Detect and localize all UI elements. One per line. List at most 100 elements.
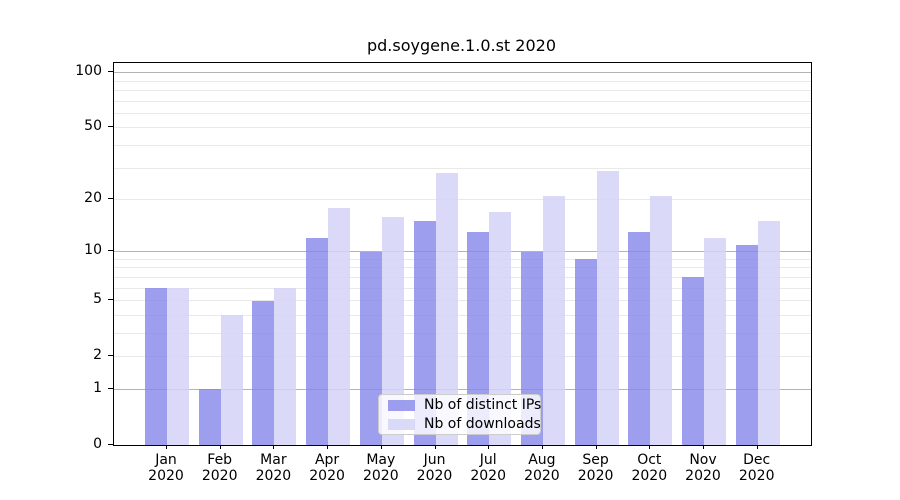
xtick-year: 2020 bbox=[685, 468, 721, 484]
gridline-minor-4 bbox=[114, 314, 811, 316]
xtick-year: 2020 bbox=[577, 468, 614, 484]
xtick-year: 2020 bbox=[148, 468, 184, 484]
xtick-label-dec: Dec 2020 bbox=[721, 452, 793, 484]
bar-downloads-jan bbox=[167, 288, 189, 445]
gridline-minor-8 bbox=[114, 267, 811, 269]
xtick-mark-jul bbox=[488, 445, 490, 449]
xtick-year: 2020 bbox=[631, 468, 668, 484]
gridline-minor-2 bbox=[114, 355, 811, 357]
xtick-label-feb: Feb 2020 bbox=[184, 452, 256, 484]
xtick-month: Dec bbox=[743, 452, 771, 468]
bar-downloads-sep bbox=[596, 170, 619, 445]
gridline-major-1 bbox=[114, 388, 811, 390]
ytick-mark-5 bbox=[108, 298, 113, 300]
xtick-month: Jun bbox=[423, 452, 446, 468]
xtick-mark-dec bbox=[756, 445, 758, 449]
xtick-mark-may bbox=[380, 445, 382, 449]
xtick-year: 2020 bbox=[309, 468, 345, 484]
xtick-month: Oct bbox=[637, 452, 662, 468]
gridline-minor-7 bbox=[114, 276, 811, 278]
legend-entry-distinct-ips: Nb of distinct IPs bbox=[388, 397, 542, 413]
xtick-mark-mar bbox=[273, 445, 275, 449]
gridline-minor-20 bbox=[114, 198, 811, 200]
xtick-month: Jan bbox=[155, 452, 177, 468]
bar-ips-jul bbox=[467, 232, 490, 445]
bar-downloads-feb bbox=[220, 315, 243, 445]
ytick-label-5: 5 bbox=[93, 290, 102, 307]
gridline-minor-90 bbox=[114, 80, 811, 82]
bar-ips-may bbox=[359, 251, 382, 445]
bar-downloads-jun bbox=[435, 173, 458, 445]
legend-label-downloads: Nb of downloads bbox=[424, 416, 541, 432]
xtick-mark-jan bbox=[166, 445, 167, 449]
ytick-label-10: 10 bbox=[84, 242, 102, 259]
xtick-month: Nov bbox=[689, 452, 717, 468]
bar-ips-jan bbox=[145, 288, 167, 445]
bar-ips-mar bbox=[252, 300, 275, 445]
xtick-label-sep: Sep 2020 bbox=[560, 452, 632, 484]
xtick-month: Jul bbox=[479, 452, 497, 468]
xtick-label-nov: Nov 2020 bbox=[667, 452, 739, 484]
xtick-month: Feb bbox=[207, 452, 233, 468]
bar-ips-feb bbox=[198, 389, 221, 445]
xtick-year: 2020 bbox=[738, 468, 775, 484]
bar-ips-jun bbox=[413, 221, 436, 445]
xtick-month: Apr bbox=[314, 452, 340, 468]
gridline-minor-40 bbox=[114, 144, 811, 146]
gridline-major-10 bbox=[114, 251, 811, 253]
xtick-mark-apr bbox=[327, 445, 329, 449]
xtick-month: May bbox=[366, 452, 396, 468]
xtick-label-oct: Oct 2020 bbox=[613, 452, 685, 484]
bar-downloads-mar bbox=[274, 288, 297, 445]
xtick-label-jun: Jun 2020 bbox=[399, 452, 471, 484]
chart-title: pd.soygene.1.0.st 2020 bbox=[366, 36, 556, 55]
bar-ips-apr bbox=[306, 238, 329, 445]
xtick-mark-feb bbox=[219, 445, 221, 449]
ytick-mark-50 bbox=[108, 126, 113, 128]
xtick-mark-oct bbox=[649, 445, 651, 449]
bar-downloads-dec bbox=[757, 221, 780, 445]
legend-swatch-downloads bbox=[388, 418, 415, 430]
xtick-mark-sep bbox=[595, 445, 597, 449]
gridlines-layer bbox=[114, 63, 811, 445]
xtick-mark-nov bbox=[703, 445, 704, 449]
xtick-label-mar: Mar 2020 bbox=[237, 452, 309, 484]
bar-ips-nov bbox=[682, 277, 704, 445]
gridline-minor-70 bbox=[114, 100, 811, 102]
legend: Nb of distinct IPs Nb of downloads bbox=[378, 394, 541, 435]
xtick-month: Aug bbox=[528, 452, 556, 468]
bar-downloads-may bbox=[381, 216, 404, 445]
ytick-label-0: 0 bbox=[93, 435, 102, 452]
xtick-year: 2020 bbox=[416, 468, 453, 484]
xtick-label-aug: Aug 2020 bbox=[506, 452, 578, 484]
ytick-mark-0 bbox=[108, 443, 113, 445]
gridline-minor-9 bbox=[114, 258, 811, 260]
gridline-minor-80 bbox=[114, 90, 811, 92]
xtick-label-apr: Apr 2020 bbox=[291, 452, 363, 484]
plot-area: Nb of distinct IPs Nb of downloads bbox=[113, 62, 812, 446]
gridline-minor-6 bbox=[114, 287, 811, 289]
gridline-minor-5 bbox=[114, 299, 811, 301]
xtick-mark-aug bbox=[541, 445, 543, 449]
xtick-year: 2020 bbox=[362, 468, 399, 484]
gridline-minor-60 bbox=[114, 112, 811, 114]
xtick-label-jul: Jul 2020 bbox=[452, 452, 524, 484]
gridline-minor-50 bbox=[114, 127, 811, 129]
bar-downloads-oct bbox=[650, 195, 673, 445]
xtick-year: 2020 bbox=[470, 468, 506, 484]
xtick-label-may: May 2020 bbox=[345, 452, 417, 484]
gridline-minor-30 bbox=[114, 167, 811, 169]
bar-ips-dec bbox=[735, 244, 758, 445]
xtick-mark-jun bbox=[434, 445, 436, 449]
ytick-mark-10 bbox=[108, 250, 113, 252]
bars-layer bbox=[114, 63, 811, 445]
ytick-mark-2 bbox=[108, 354, 113, 356]
xtick-year: 2020 bbox=[524, 468, 560, 484]
xtick-month: Mar bbox=[260, 452, 287, 468]
bar-downloads-jul bbox=[489, 211, 512, 445]
bar-downloads-apr bbox=[328, 207, 351, 445]
ytick-label-1: 1 bbox=[93, 379, 102, 396]
legend-label-distinct-ips: Nb of distinct IPs bbox=[424, 397, 542, 413]
ytick-mark-20 bbox=[108, 197, 113, 199]
